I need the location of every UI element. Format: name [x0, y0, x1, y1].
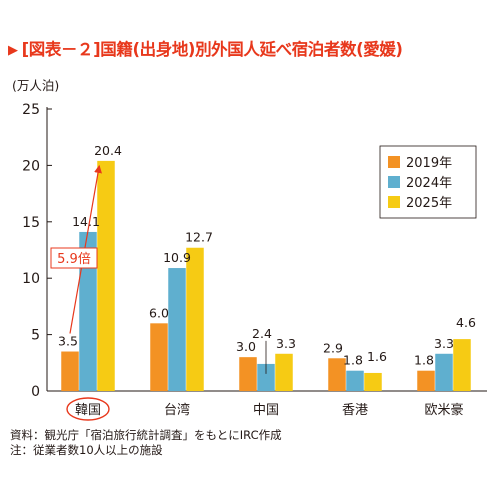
data-label: 3.5: [58, 334, 78, 349]
source-notes: 資料：観光庁「宿泊旅行統計調査」をもとにIRC作成 注：従業者数10人以上の施設: [10, 428, 282, 458]
data-label: 6.0: [149, 305, 169, 320]
data-label: 3.3: [276, 336, 296, 351]
legend-swatch: [388, 196, 400, 208]
bar: [435, 353, 453, 391]
y-tick-label: 25: [22, 102, 40, 118]
x-tick-label: 韓国: [75, 403, 101, 418]
data-label: 10.9: [163, 250, 191, 265]
bar: [275, 353, 293, 391]
data-label: 14.1: [72, 214, 100, 229]
legend: 2019年 2024年 2025年: [379, 145, 477, 219]
bar: [346, 370, 364, 391]
bar: [186, 247, 204, 391]
source-note: 資料：観光庁「宿泊旅行統計調査」をもとにIRC作成: [10, 428, 282, 442]
legend-swatch: [388, 176, 400, 188]
bar: [61, 351, 79, 391]
data-label: 4.6: [456, 315, 476, 330]
y-tick-label: 10: [22, 271, 40, 287]
y-axis-label: (万人泊): [12, 78, 59, 93]
data-label: 1.8: [343, 353, 363, 368]
chart-title: ▶ [図表－２]国籍(出身地)別外国人延べ宿泊者数(愛媛): [8, 36, 403, 60]
y-tick-label: 20: [22, 158, 40, 174]
x-tick-label: 中国: [253, 403, 279, 418]
x-tick-label: 香港: [342, 403, 368, 418]
y-tick-label: 5: [31, 328, 40, 344]
data-label: 20.4: [94, 143, 122, 158]
y-tick-label: 15: [22, 215, 40, 231]
legend-label: 2024年: [406, 176, 452, 191]
bar: [257, 363, 275, 391]
growth-label: 5.9倍: [57, 252, 91, 267]
data-label: 1.6: [367, 349, 387, 364]
x-tick-label: 台湾: [164, 402, 190, 418]
data-label: 3.3: [434, 336, 454, 351]
bar: [328, 358, 346, 391]
data-label: 2.9: [323, 340, 343, 355]
legend-label: 2025年: [406, 196, 452, 211]
footnote: 注：従業者数10人以上の施設: [10, 443, 163, 457]
data-label: 3.0: [236, 339, 256, 354]
x-tick-label: 欧米豪: [424, 402, 463, 418]
bar: [417, 370, 435, 391]
bar: [239, 357, 257, 391]
bar: [168, 268, 186, 391]
highlight-ring: [66, 397, 110, 421]
data-label: 1.8: [414, 353, 434, 368]
y-tick-label: 0: [31, 384, 40, 400]
bar: [79, 231, 97, 391]
data-label: 12.7: [185, 230, 213, 245]
bar: [150, 323, 168, 391]
bar: [453, 339, 471, 391]
legend-swatch: [388, 156, 400, 168]
title-triangle-icon: ▶: [8, 43, 18, 58]
data-label: 2.4: [252, 326, 272, 341]
bar: [97, 160, 115, 391]
legend-label: 2019年: [406, 156, 452, 171]
chart-title-text: [図表－２]国籍(出身地)別外国人延べ宿泊者数(愛媛): [21, 40, 403, 59]
bar: [364, 372, 382, 391]
growth-label-box: [50, 247, 98, 269]
